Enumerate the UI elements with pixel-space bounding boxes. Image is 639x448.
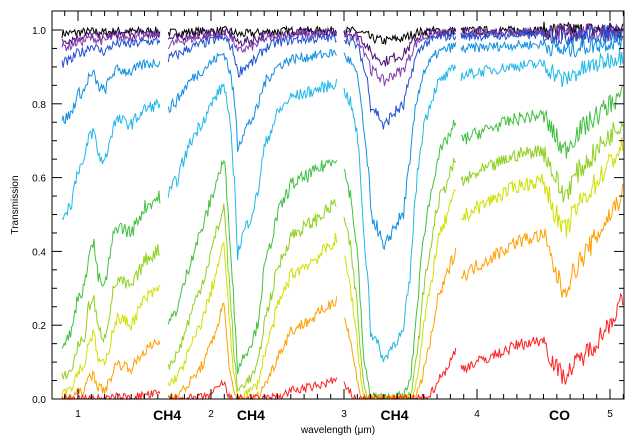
x-tick-label: 5 [607,409,613,420]
series-line-curve-9 [167,233,338,401]
series-line-curve-4 [61,37,161,68]
y-tick-label: 0.8 [32,100,46,111]
y-tick-label: 1.0 [32,26,46,37]
series-line-curve-10 [460,184,624,298]
series-line-curve-8 [61,244,161,381]
series-line-curve-2 [343,27,457,67]
series-line-curve-7 [460,85,624,159]
band-annotation: CO [549,407,570,423]
series-line-curve-6 [460,48,624,88]
series-line-curve-1 [343,25,457,45]
series-line-curve-2 [167,26,338,47]
series-line-curve-10 [167,296,338,401]
x-tick-label: 3 [341,409,347,420]
band-annotation: CH4 [237,407,265,423]
series-line-curve-6 [167,78,338,261]
series-line-curve-9 [460,136,624,238]
axes-group: 0.0 0.2 0.4 0.6 0.8 1.0 1 2 3 4 5 CH4 CH4 CH4 CO [32,11,624,423]
y-tick-label: 0.0 [32,395,46,406]
series-line-curve-5 [167,49,337,152]
series-line-curve-6 [343,64,457,363]
series-line-curve-6 [61,98,161,221]
series-line-curve-7 [61,190,161,349]
series-group [61,21,624,401]
x-tick-label: 2 [208,409,214,420]
series-line-curve-1 [167,25,337,39]
y-tick-label: 0.4 [32,247,46,258]
series-line-curve-10 [61,338,161,401]
series-line-curve-9 [343,189,457,401]
series-line-curve-4 [343,30,457,130]
x-tick-label: 4 [474,409,480,420]
band-annotation: CH4 [381,407,409,423]
series-line-curve-8 [167,199,337,392]
series-line-curve-11 [460,292,624,385]
series-line-curve-4 [167,32,337,78]
y-tick-label: 0.6 [32,174,46,185]
series-line-curve-7 [167,158,338,375]
y-axis-label: Transmission [10,175,21,234]
series-line-curve-8 [343,157,457,401]
y-tick-label: 0.2 [32,321,46,332]
series-line-curve-3 [61,30,161,52]
series-line-curve-3 [167,28,338,54]
band-annotation: CH4 [153,407,181,423]
x-axis-label: wavelength (μm) [300,425,375,436]
series-line-curve-8 [460,121,624,203]
series-line-curve-5 [61,58,161,125]
x-tick-label: 1 [75,409,81,420]
plot-frame [51,10,625,400]
series-line-curve-5 [343,42,457,251]
series-line-curve-3 [343,28,457,87]
series-line-curve-5 [460,30,624,58]
series-line-curve-9 [61,285,161,396]
series-line-curve-7 [343,120,457,401]
